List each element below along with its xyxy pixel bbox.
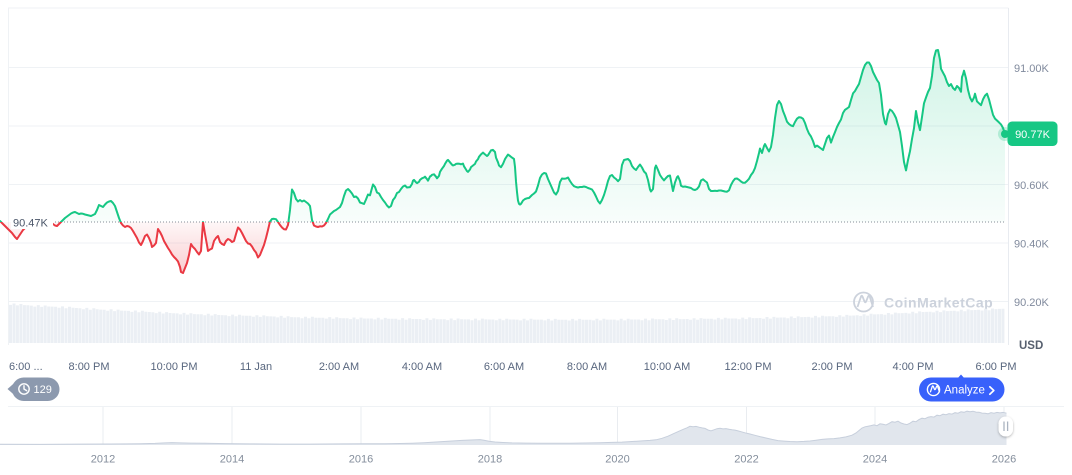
svg-text:90.20K: 90.20K xyxy=(1014,297,1050,309)
svg-text:10:00 PM: 10:00 PM xyxy=(150,361,197,373)
svg-text:12:00 PM: 12:00 PM xyxy=(724,361,771,373)
svg-text:90.40K: 90.40K xyxy=(1014,239,1050,251)
svg-text:2014: 2014 xyxy=(220,454,244,466)
svg-text:10:00 AM: 10:00 AM xyxy=(644,361,690,373)
svg-text:2016: 2016 xyxy=(349,454,373,466)
svg-text:CoinMarketCap: CoinMarketCap xyxy=(884,295,993,311)
svg-text:Analyze: Analyze xyxy=(944,385,985,397)
svg-text:2020: 2020 xyxy=(605,454,629,466)
svg-text:2012: 2012 xyxy=(91,454,115,466)
svg-text:4:00 AM: 4:00 AM xyxy=(402,361,442,373)
svg-text:2022: 2022 xyxy=(734,454,758,466)
svg-text:2:00 PM: 2:00 PM xyxy=(812,361,853,373)
svg-text:129: 129 xyxy=(34,384,52,396)
svg-text:11 Jan: 11 Jan xyxy=(240,361,272,373)
svg-text:8:00 AM: 8:00 AM xyxy=(567,361,607,373)
svg-text:90.77K: 90.77K xyxy=(1015,129,1051,141)
svg-text:6:00 ...: 6:00 ... xyxy=(9,361,43,373)
svg-text:2018: 2018 xyxy=(478,454,502,466)
svg-text:2026: 2026 xyxy=(992,454,1016,466)
svg-text:8:00 PM: 8:00 PM xyxy=(69,361,110,373)
svg-text:2:00 AM: 2:00 AM xyxy=(319,361,359,373)
svg-text:2024: 2024 xyxy=(863,454,887,466)
svg-text:91.00K: 91.00K xyxy=(1014,63,1050,75)
svg-text:4:00 PM: 4:00 PM xyxy=(893,361,934,373)
svg-text:USD: USD xyxy=(1019,340,1043,352)
svg-text:6:00 AM: 6:00 AM xyxy=(484,361,524,373)
svg-text:90.60K: 90.60K xyxy=(1014,180,1050,192)
svg-text:90.47K: 90.47K xyxy=(13,218,49,230)
svg-text:6:00 PM: 6:00 PM xyxy=(976,361,1017,373)
